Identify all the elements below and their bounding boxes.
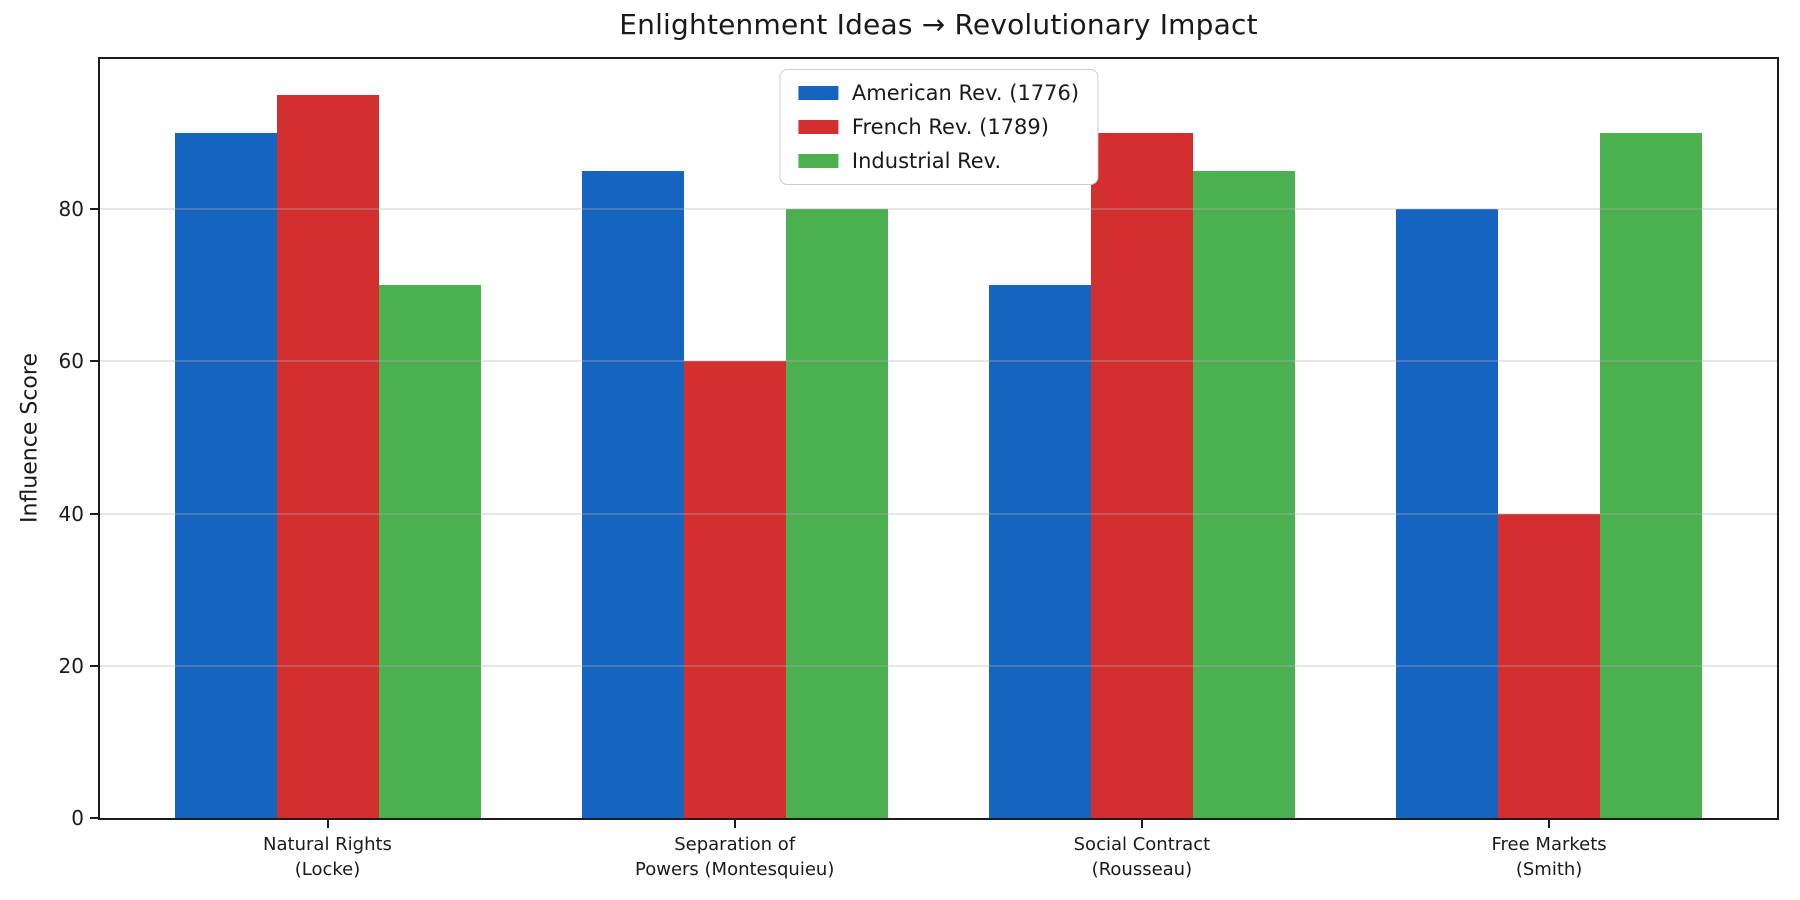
bar — [785, 209, 888, 818]
bar — [1396, 209, 1499, 818]
bar — [988, 285, 1091, 818]
x-category-label: Natural Rights (Locke) — [263, 834, 392, 881]
x-tick-mark — [326, 820, 329, 828]
x-category-label: Free Markets (Smith) — [1491, 834, 1607, 881]
y-tick-label: 60 — [58, 349, 84, 374]
legend-label: Industrial Rev. — [851, 149, 1002, 173]
gridline — [100, 208, 1777, 211]
legend-label: French Rev. (1789) — [851, 115, 1049, 139]
x-category-label: Separation of Powers (Montesquieu) — [635, 834, 835, 881]
bar — [1192, 171, 1295, 818]
y-tick-label: 80 — [58, 197, 84, 222]
y-tick-mark — [90, 512, 98, 515]
bar — [1600, 133, 1703, 818]
chart-title: Enlightenment Ideas → Revolutionary Impa… — [619, 8, 1258, 41]
legend-label: American Rev. (1776) — [851, 81, 1080, 105]
legend-item: French Rev. (1789) — [797, 115, 1079, 139]
gridline — [100, 512, 1777, 515]
legend-swatch-icon — [797, 86, 838, 100]
y-tick-mark — [90, 208, 98, 211]
y-tick-label: 0 — [71, 806, 84, 830]
bar — [1498, 513, 1601, 818]
y-axis-label: Influence Score — [17, 353, 43, 523]
legend-swatch-icon — [797, 120, 838, 134]
x-category-label: Social Contract (Rousseau) — [1073, 834, 1211, 881]
x-tick-mark — [733, 820, 736, 828]
legend: American Rev. (1776) French Rev. (1789) In… — [778, 69, 1099, 185]
legend-swatch-icon — [797, 154, 838, 168]
y-tick-mark — [90, 360, 98, 363]
y-tick-label: 20 — [58, 653, 84, 678]
y-tick-label: 40 — [58, 501, 84, 526]
legend-item: Industrial Rev. — [797, 149, 1079, 173]
y-tick-mark — [90, 817, 98, 819]
bar — [378, 285, 481, 818]
bar — [683, 361, 786, 818]
gridline — [100, 360, 1777, 363]
x-tick-mark — [1140, 820, 1143, 828]
bar — [276, 95, 379, 818]
bar — [174, 133, 277, 818]
gridline — [100, 664, 1777, 667]
plot-area: American Rev. (1776) French Rev. (1789) In… — [98, 57, 1779, 820]
bar — [581, 171, 684, 818]
legend-item: American Rev. (1776) — [797, 81, 1080, 105]
x-tick-mark — [1548, 820, 1551, 828]
bar — [1090, 133, 1193, 818]
y-tick-mark — [90, 664, 98, 667]
